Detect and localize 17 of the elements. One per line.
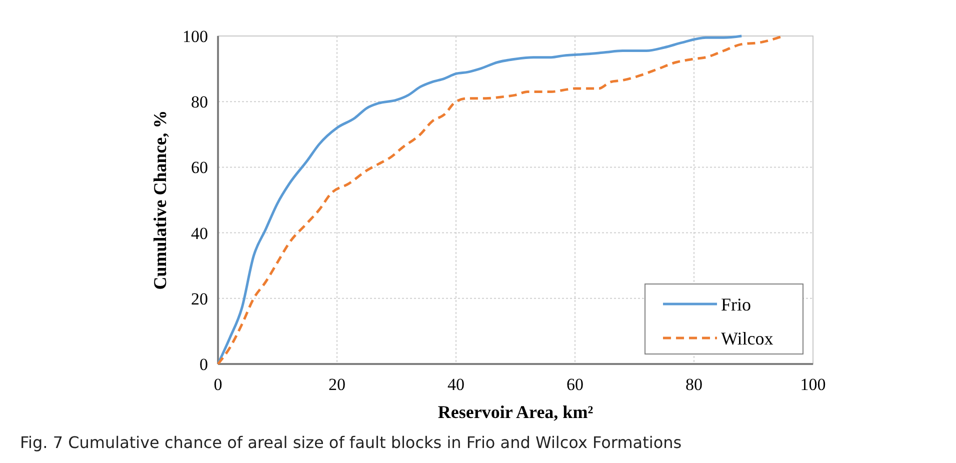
- y-tick-label: 40: [191, 224, 208, 243]
- legend-label: Frio: [721, 294, 752, 314]
- legend-label: Wilcox: [721, 328, 774, 348]
- y-axis-title: Cumulative Chance, %: [150, 110, 170, 290]
- y-tick-label: 0: [200, 354, 208, 374]
- x-tick-label: 0: [214, 375, 222, 394]
- x-tick-label: 60: [566, 375, 584, 394]
- x-tick-label: 40: [448, 375, 464, 394]
- x-tick-label: 100: [800, 375, 826, 394]
- x-axis-title: Reservoir Area, km²: [438, 402, 594, 422]
- y-tick-label: 20: [191, 289, 208, 308]
- x-tick-label: 20: [328, 375, 346, 394]
- y-tick-label: 80: [191, 92, 208, 112]
- y-tick-label: 100: [182, 26, 208, 46]
- y-tick-label: 60: [191, 158, 208, 178]
- x-tick-label: 80: [686, 375, 702, 394]
- caption: Fig. 7 Cumulative chance of areal size of fault blocks in Frio and Wilcox Formations: [20, 433, 682, 452]
